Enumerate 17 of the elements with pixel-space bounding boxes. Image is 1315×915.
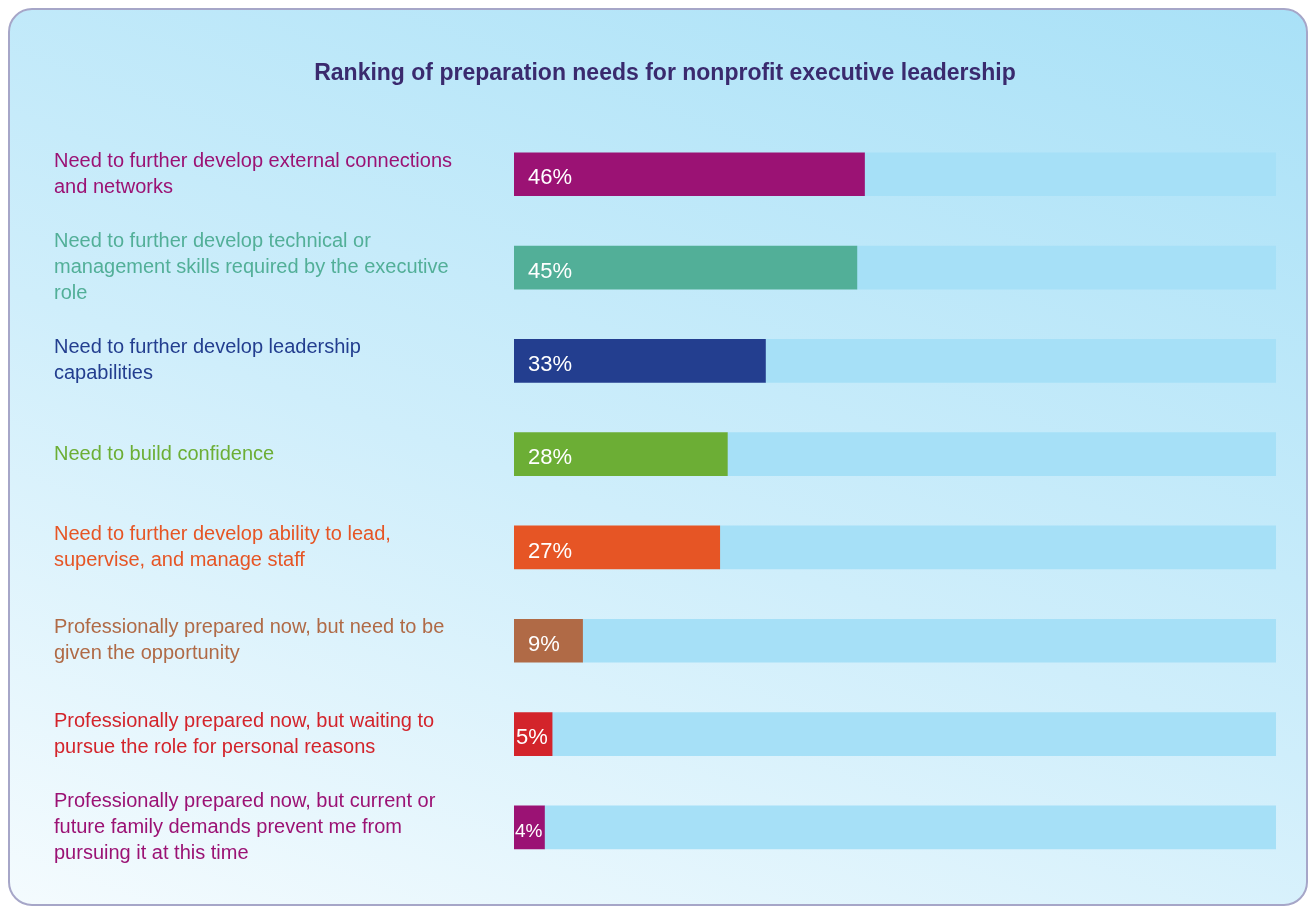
data-label: 5% xyxy=(516,724,548,750)
y-tick-label: Need to further develop ability to lead, supervise, and manage staff xyxy=(54,521,391,570)
data-label: 33% xyxy=(528,350,573,376)
chart-title: Ranking of preparation needs for nonprofit executive leadership xyxy=(314,59,1016,86)
y-tick-label: Need to further develop technical or management skills required by the executive role xyxy=(54,229,449,304)
y-tick-label: Professionally prepared now, but current or future family demands prevent me from pursuing it at this time xyxy=(54,788,436,863)
y-tick-label: Need to further develop external connections and networks xyxy=(54,148,453,197)
data-label: 45% xyxy=(528,257,573,283)
y-tick-label: Need to further develop leadership capabilities xyxy=(54,335,361,384)
data-label: 9% xyxy=(528,630,560,656)
data-label: 4% xyxy=(515,819,543,841)
data-label: 46% xyxy=(528,164,573,190)
data-label: 27% xyxy=(528,537,573,563)
y-tick-label: Professionally prepared now, but waiting to pursue the role for personal reasons xyxy=(54,708,435,757)
y-tick-label: Professionally prepared now, but need to be given the opportunity xyxy=(54,615,445,664)
y-tick-label: Need to build confidence xyxy=(54,441,275,464)
data-label: 28% xyxy=(528,444,573,470)
